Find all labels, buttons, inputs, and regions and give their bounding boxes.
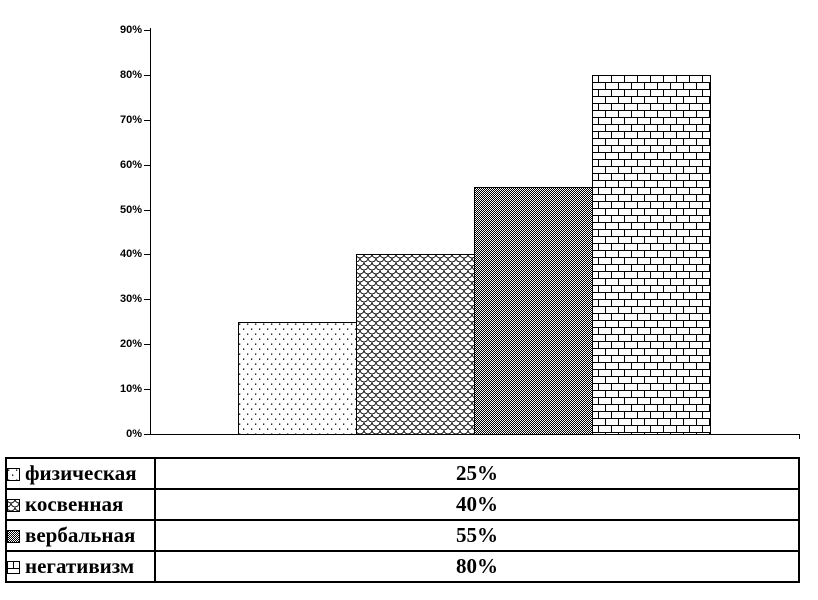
y-axis-tick bbox=[144, 389, 150, 390]
y-tick-label: 40% bbox=[119, 248, 142, 260]
legend-value: 80% bbox=[154, 550, 800, 583]
bar-4-brick bbox=[592, 75, 711, 435]
sparse-dots-swatch-icon bbox=[7, 468, 20, 481]
y-axis-tick bbox=[144, 75, 150, 76]
y-tick-label: 90% bbox=[119, 24, 142, 36]
dense-checker-swatch-icon bbox=[7, 530, 20, 543]
y-tick-label: 80% bbox=[119, 69, 142, 81]
y-tick-label: 30% bbox=[119, 293, 142, 305]
y-tick-label: 10% bbox=[119, 383, 142, 395]
legend-table: физическая 25% косвенная 40% вербальная … bbox=[5, 457, 800, 583]
legend-row: косвенная 40% bbox=[5, 488, 800, 521]
y-axis-tick bbox=[144, 30, 150, 31]
y-axis-tick bbox=[144, 165, 150, 166]
legend-row: физическая 25% bbox=[5, 457, 800, 490]
fish-scale-swatch-icon bbox=[7, 499, 20, 512]
x-axis-end-tick bbox=[799, 434, 800, 439]
legend-value: 55% bbox=[154, 519, 800, 552]
y-axis-tick bbox=[144, 210, 150, 211]
y-tick-label: 0% bbox=[126, 428, 142, 440]
legend-value: 25% bbox=[154, 457, 800, 490]
y-axis-tick bbox=[144, 344, 150, 345]
legend-row: негативизм 80% bbox=[5, 550, 800, 583]
y-axis-tick bbox=[144, 120, 150, 121]
legend-label: косвенная bbox=[25, 492, 124, 516]
y-axis-tick bbox=[144, 299, 150, 300]
y-axis-tick bbox=[144, 254, 150, 255]
brick-swatch-icon bbox=[7, 561, 20, 574]
legend-label: вербальная bbox=[25, 523, 136, 547]
y-tick-label: 50% bbox=[119, 204, 142, 216]
bar-1-dots bbox=[238, 322, 357, 435]
bar-3-checker bbox=[474, 187, 593, 435]
legend-label: негативизм bbox=[25, 554, 135, 578]
bar-chart: 0% 10% 20% 30% 40% 50% 60% 70% 80% 90% bbox=[119, 24, 800, 440]
y-axis-line bbox=[150, 28, 151, 434]
legend-row: вербальная 55% bbox=[5, 519, 800, 552]
bar-2-scales bbox=[356, 254, 475, 435]
y-tick-label: 20% bbox=[119, 338, 142, 350]
legend-value: 40% bbox=[154, 488, 800, 521]
y-axis-tick bbox=[144, 434, 150, 435]
y-tick-label: 60% bbox=[119, 159, 142, 171]
legend-label: физическая bbox=[25, 461, 137, 485]
y-tick-label: 70% bbox=[119, 114, 142, 126]
